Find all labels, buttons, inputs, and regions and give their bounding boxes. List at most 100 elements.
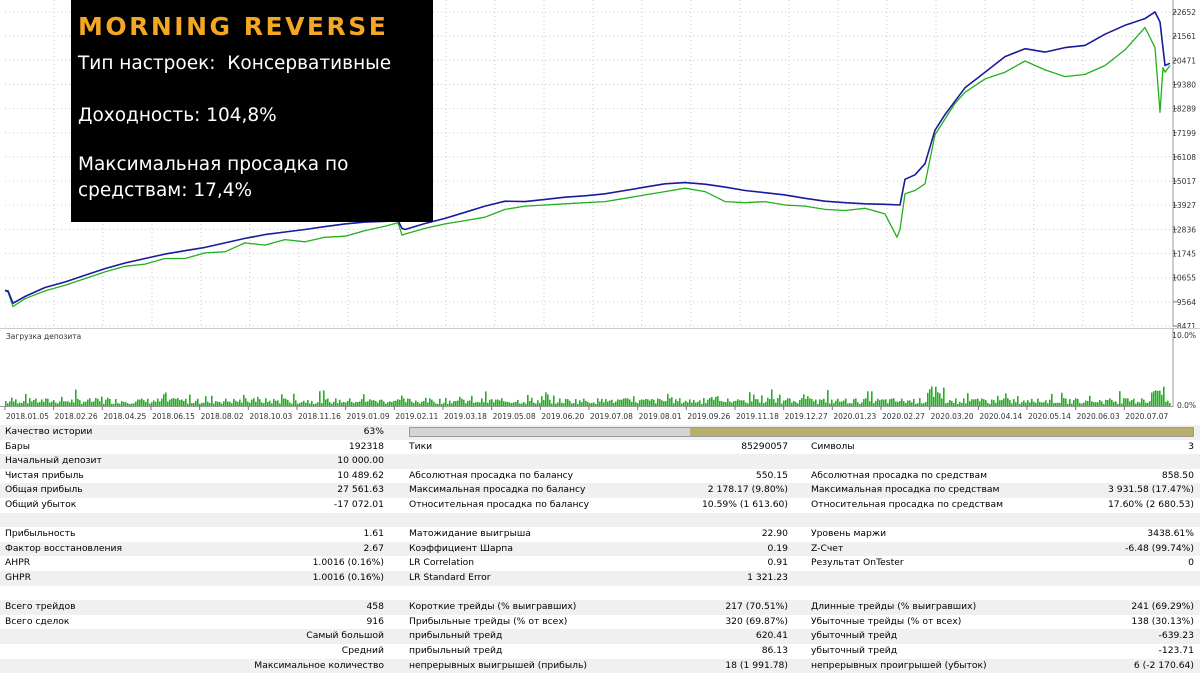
deposit-bar <box>165 392 167 406</box>
table-row: Прибыльность 1.61 Матожидание выигрыша 22.9… <box>0 527 1200 542</box>
deposit-bar <box>989 403 991 406</box>
deposit-bar <box>23 401 25 406</box>
deposit-bar <box>47 398 49 406</box>
deposit-bar <box>35 398 37 406</box>
deposit-bar <box>201 402 203 406</box>
deposit-bar <box>157 398 159 406</box>
deposit-bar <box>641 399 643 406</box>
deposit-bar <box>1073 400 1075 406</box>
stat-label: Длинные трейды (% выигравших) <box>811 601 977 613</box>
deposit-bar <box>1129 401 1131 406</box>
deposit-bar <box>1071 403 1073 406</box>
deposit-bar <box>41 399 43 406</box>
deposit-bar <box>211 395 213 406</box>
deposit-bar <box>949 400 951 406</box>
deposit-bar <box>83 401 85 406</box>
deposit-bar <box>655 403 657 406</box>
y-tick-label: 16108 <box>1172 153 1196 162</box>
deposit-bar <box>341 402 343 406</box>
deposit-bar <box>1003 398 1005 406</box>
deposit-bar <box>177 397 179 406</box>
table-row: Самый большой прибыльный трейд 620.41 убыто… <box>0 629 1200 644</box>
deposit-bar <box>251 399 253 406</box>
deposit-bar <box>1137 401 1139 406</box>
deposit-bar <box>133 403 135 406</box>
deposit-bar <box>759 402 761 406</box>
deposit-bar <box>265 398 267 406</box>
deposit-bar <box>1021 402 1023 406</box>
deposit-bar <box>691 402 693 406</box>
deposit-bar <box>383 401 385 406</box>
deposit-bar <box>915 403 917 406</box>
deposit-bar <box>625 398 627 406</box>
equity-line <box>4 26 1171 308</box>
deposit-bar <box>241 402 243 406</box>
deposit-bar <box>1161 394 1163 406</box>
deposit-bar <box>1061 392 1063 406</box>
stat-label: LR Correlation <box>409 557 475 569</box>
deposit-bar <box>885 399 887 406</box>
deposit-bar <box>565 398 567 406</box>
deposit-bar <box>359 401 361 406</box>
deposit-bar <box>871 391 873 406</box>
deposit-bar <box>365 401 367 406</box>
deposit-bar <box>575 399 577 406</box>
deposit-bar <box>595 403 597 406</box>
deposit-bar <box>497 399 499 406</box>
deposit-bar <box>1029 402 1031 406</box>
deposit-bar <box>111 403 113 406</box>
deposit-bar <box>555 403 557 406</box>
deposit-bar <box>1051 393 1053 406</box>
stat-label: Z-Счет <box>811 542 844 554</box>
stat-label: Общая прибыль <box>5 484 83 496</box>
deposit-bar <box>271 403 273 406</box>
deposit-bar <box>185 398 187 406</box>
deposit-bar <box>67 401 69 406</box>
deposit-bar <box>99 401 101 406</box>
deposit-bar <box>255 401 257 406</box>
deposit-bar <box>995 402 997 406</box>
deposit-bar <box>1035 402 1037 406</box>
stat-value: 3 <box>1188 440 1194 452</box>
deposit-bar <box>905 402 907 406</box>
deposit-bar <box>1059 402 1061 406</box>
stat-value: -123.71 <box>1158 645 1194 656</box>
stat-label: GHPR <box>5 572 31 583</box>
deposit-bar <box>171 398 173 406</box>
deposit-bar <box>53 400 55 406</box>
x-tick-label: 2018.08.02 <box>201 412 244 421</box>
deposit-bar <box>425 397 427 406</box>
stat-label: Качество истории <box>5 426 93 437</box>
deposit-title: Загрузка депозита <box>6 332 81 341</box>
deposit-bar <box>355 402 357 406</box>
deposit-bar <box>277 400 279 406</box>
deposit-bar <box>451 403 453 406</box>
deposit-bar <box>951 400 953 406</box>
stat-value: 85290057 <box>741 440 788 452</box>
deposit-bar <box>875 400 877 406</box>
deposit-bar <box>323 390 325 406</box>
deposit-bar <box>295 400 297 406</box>
deposit-bar <box>473 402 475 406</box>
deposit-bar <box>533 402 535 406</box>
deposit-bar <box>515 401 517 406</box>
deposit-bar <box>979 401 981 406</box>
deposit-bar <box>551 403 553 406</box>
stat-label: Самый большой <box>306 630 384 642</box>
deposit-bar <box>539 402 541 406</box>
deposit-bar <box>517 399 519 406</box>
y-tick-label: 11745 <box>1172 250 1196 259</box>
deposit-bar <box>789 398 791 406</box>
deposit-bar <box>1081 403 1083 406</box>
deposit-bar <box>419 403 421 406</box>
deposit-bar <box>97 398 99 406</box>
deposit-bar <box>231 403 233 406</box>
deposit-bar <box>649 400 651 406</box>
deposit-bar <box>375 401 377 406</box>
stat-value: 241 (69.29%) <box>1131 601 1194 613</box>
deposit-bar <box>9 401 11 406</box>
deposit-bar <box>329 402 331 406</box>
deposit-bar <box>381 399 383 406</box>
x-tick-label: 2020.06.03 <box>1077 412 1120 421</box>
deposit-bar <box>705 402 707 406</box>
